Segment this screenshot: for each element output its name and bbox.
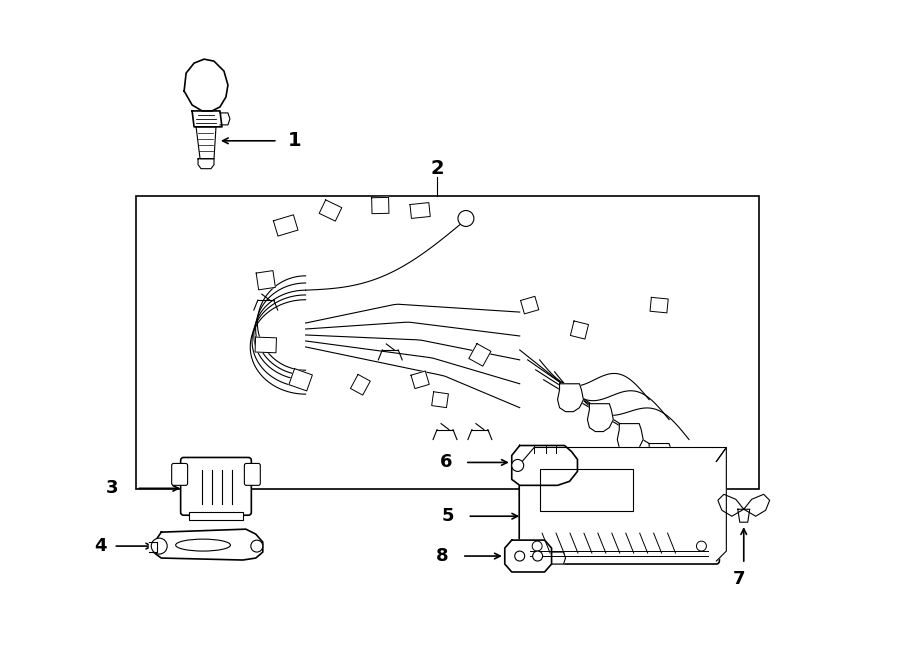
Circle shape xyxy=(532,541,542,551)
Ellipse shape xyxy=(176,539,230,551)
Bar xyxy=(189,512,243,520)
Polygon shape xyxy=(196,127,216,159)
Bar xyxy=(540,469,634,511)
Polygon shape xyxy=(522,447,726,461)
Circle shape xyxy=(251,540,263,552)
Polygon shape xyxy=(431,391,449,408)
Polygon shape xyxy=(257,337,274,353)
Polygon shape xyxy=(557,384,583,412)
Polygon shape xyxy=(220,113,230,125)
Polygon shape xyxy=(153,529,263,560)
Polygon shape xyxy=(569,320,590,340)
FancyBboxPatch shape xyxy=(172,463,187,485)
Polygon shape xyxy=(738,509,750,522)
Polygon shape xyxy=(198,159,214,169)
Text: 8: 8 xyxy=(436,547,448,565)
Polygon shape xyxy=(588,404,613,432)
Circle shape xyxy=(458,210,474,227)
Text: 4: 4 xyxy=(94,537,106,555)
FancyBboxPatch shape xyxy=(245,463,260,485)
Polygon shape xyxy=(184,59,228,111)
Polygon shape xyxy=(470,345,490,365)
Polygon shape xyxy=(716,447,726,561)
Circle shape xyxy=(697,541,706,551)
Text: 6: 6 xyxy=(439,453,452,471)
Polygon shape xyxy=(718,494,743,516)
Bar xyxy=(136,196,759,489)
Polygon shape xyxy=(410,371,429,388)
FancyBboxPatch shape xyxy=(519,459,719,564)
Polygon shape xyxy=(350,375,371,394)
Text: 3: 3 xyxy=(106,479,119,497)
Text: 7: 7 xyxy=(733,570,745,588)
Polygon shape xyxy=(617,424,644,451)
Polygon shape xyxy=(371,196,390,215)
Polygon shape xyxy=(274,216,297,235)
Polygon shape xyxy=(552,552,565,564)
Polygon shape xyxy=(521,298,538,312)
Polygon shape xyxy=(410,201,429,220)
Circle shape xyxy=(512,459,524,471)
Polygon shape xyxy=(149,542,158,552)
Polygon shape xyxy=(192,111,222,127)
Circle shape xyxy=(151,538,167,554)
Circle shape xyxy=(515,551,525,561)
Text: 5: 5 xyxy=(442,507,454,525)
Polygon shape xyxy=(256,270,275,291)
Polygon shape xyxy=(743,494,770,516)
Circle shape xyxy=(533,551,543,561)
Polygon shape xyxy=(648,295,670,315)
Polygon shape xyxy=(512,446,578,485)
Polygon shape xyxy=(647,444,673,471)
Polygon shape xyxy=(320,200,341,221)
Polygon shape xyxy=(505,540,552,572)
FancyBboxPatch shape xyxy=(181,457,251,515)
Polygon shape xyxy=(290,371,311,389)
Text: 2: 2 xyxy=(430,159,444,178)
Text: 1: 1 xyxy=(288,132,302,150)
